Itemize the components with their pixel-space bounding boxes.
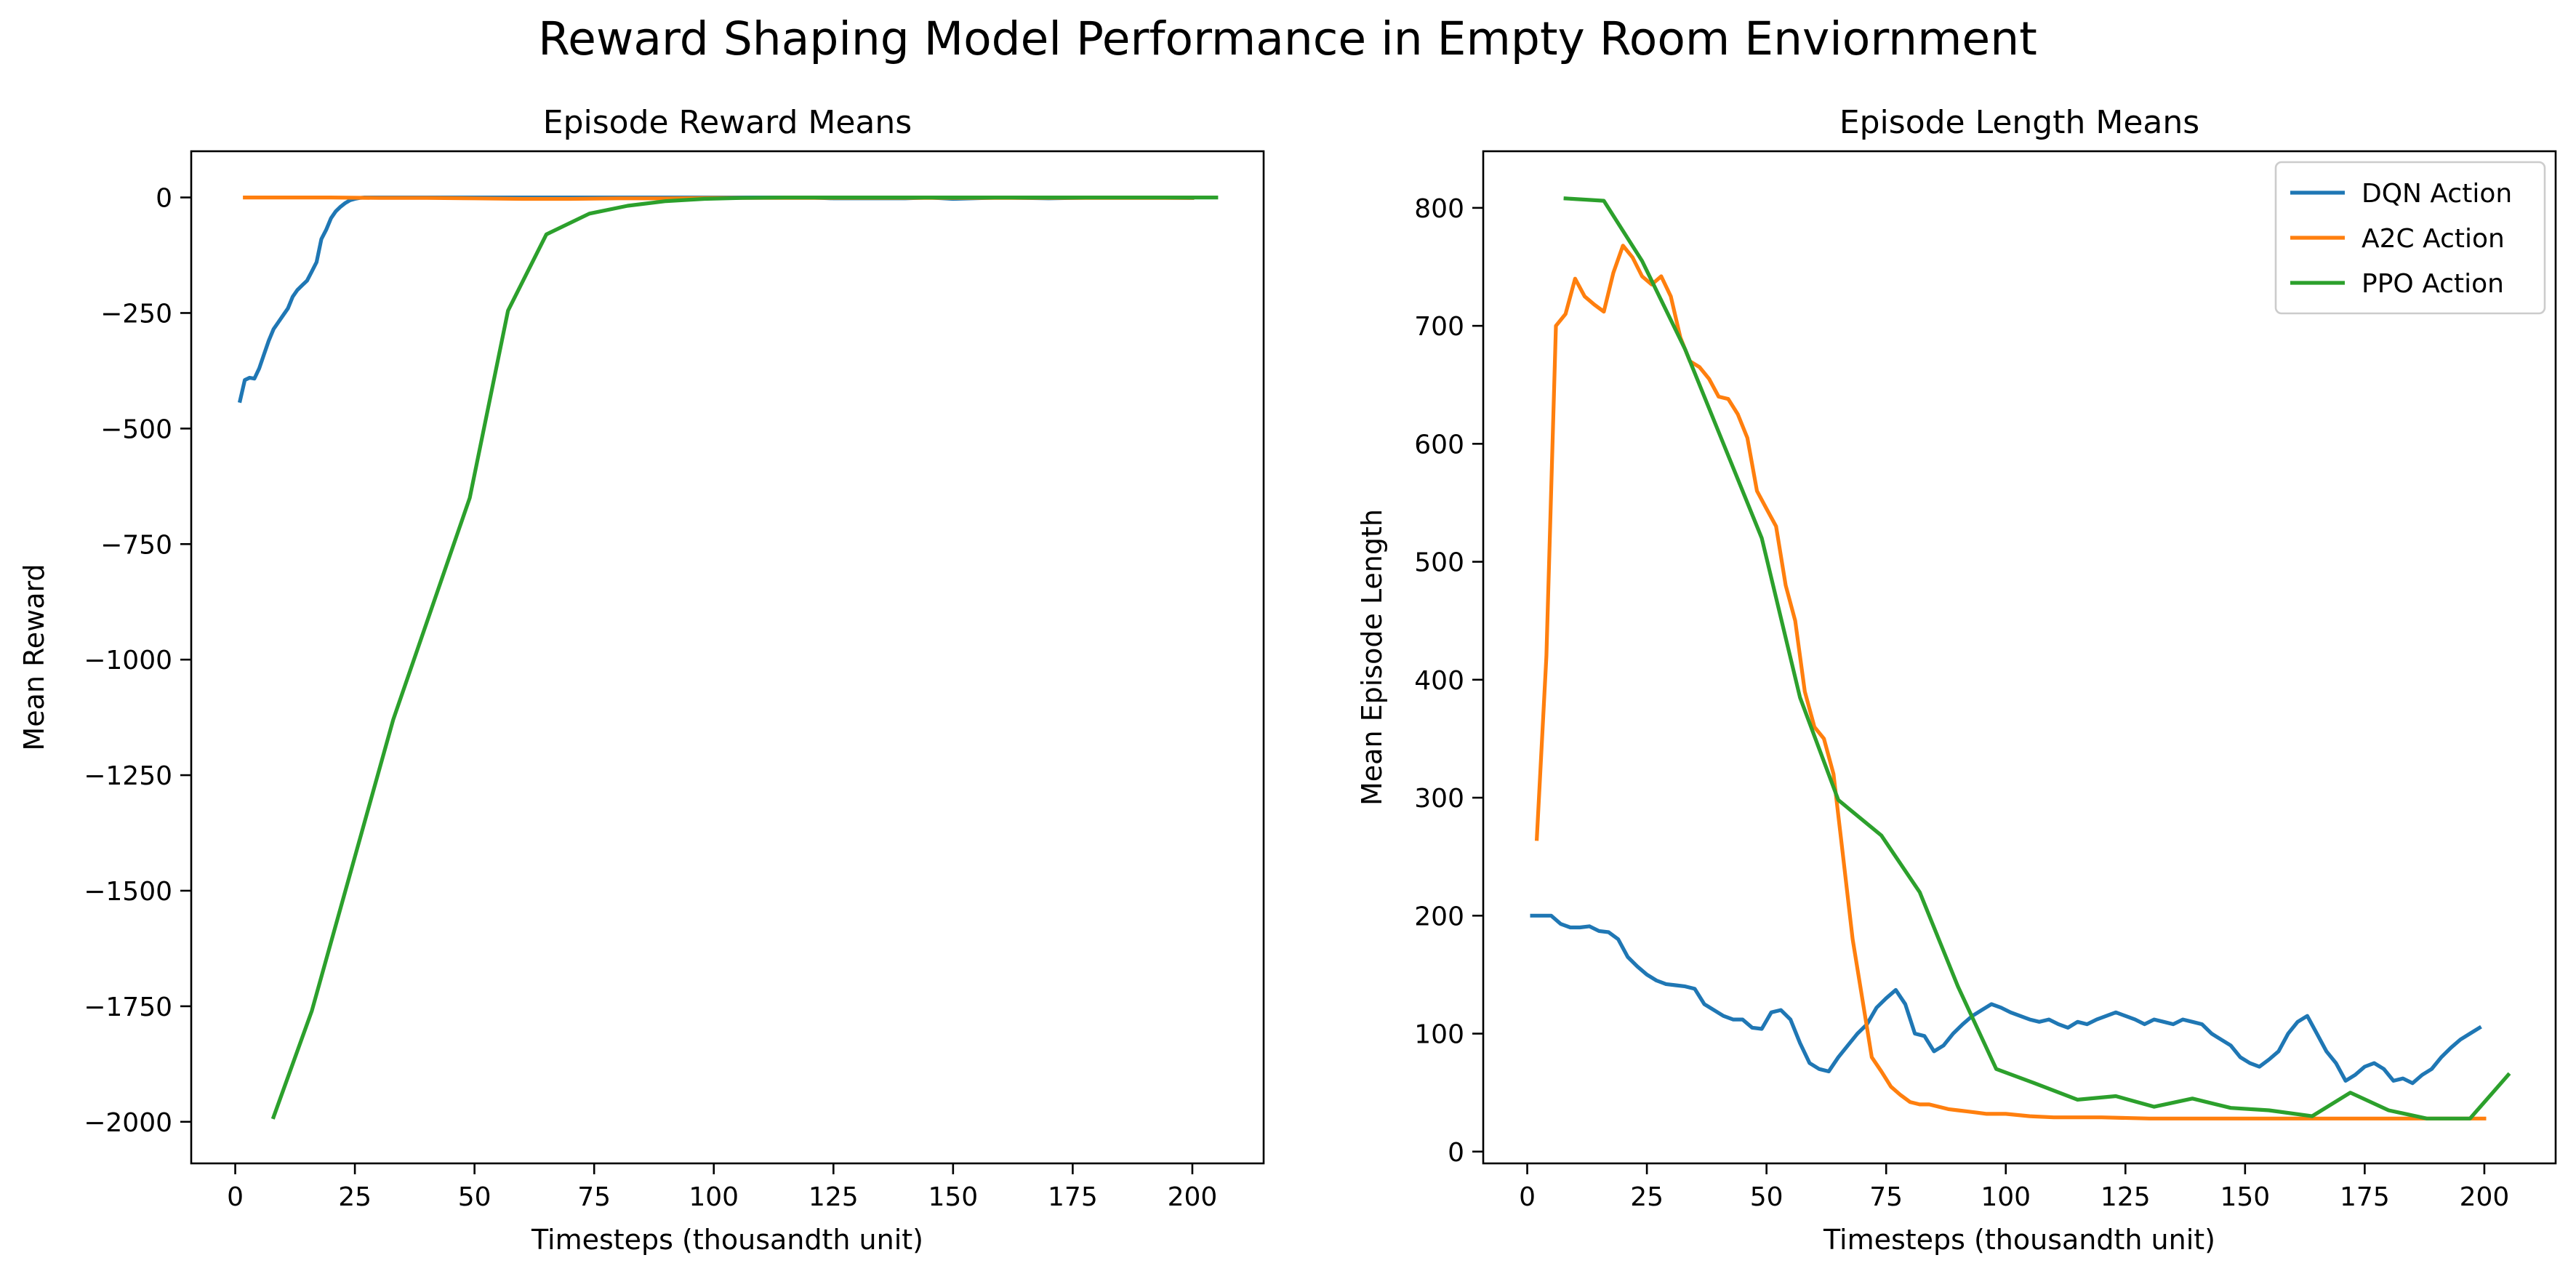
- subplots: Episode Reward Means 0 25 50 75 100 125 150 175 2…: [18, 104, 2557, 1256]
- legend-entry: DQN Action: [2362, 179, 2512, 209]
- x-tick-label: 175: [2340, 1182, 2390, 1212]
- x-tick-label: 100: [1981, 1182, 2031, 1212]
- y-axis-label: Mean Reward: [18, 564, 50, 750]
- x-tick-label: 150: [928, 1182, 978, 1212]
- axes-frame: [190, 150, 1265, 1165]
- axes-frame: [1482, 150, 2557, 1165]
- x-tick-label: 125: [2100, 1182, 2151, 1212]
- x-tick-label: 50: [458, 1182, 491, 1212]
- x-tick-label: 100: [689, 1182, 739, 1212]
- y-tick-label: −500: [100, 414, 172, 444]
- x-tick-label: 125: [808, 1182, 859, 1212]
- x-tick-label: 0: [227, 1182, 244, 1212]
- y-tick-label: −250: [100, 299, 172, 329]
- y-tick-label: −1000: [84, 646, 172, 675]
- y-tick-label: −1250: [84, 761, 172, 791]
- legend-entry: A2C Action: [2362, 224, 2505, 254]
- series-line-dqn-action: [1530, 913, 2482, 1086]
- x-tick-label: 200: [1168, 1182, 1218, 1212]
- y-tick-label: −1750: [84, 993, 172, 1022]
- y-tick-label: 100: [1414, 1020, 1464, 1050]
- legend-entry: PPO Action: [2362, 269, 2504, 299]
- x-tick-label: 175: [1048, 1182, 1098, 1212]
- y-tick-label: 600: [1414, 430, 1464, 460]
- y-tick-label: 300: [1414, 784, 1464, 814]
- y-tick-label: 700: [1414, 312, 1464, 342]
- y-tick-label: 200: [1414, 902, 1464, 931]
- y-tick-label: −1500: [84, 877, 172, 907]
- x-tick-label: 0: [1519, 1182, 1536, 1212]
- x-tick-label: 25: [338, 1182, 372, 1212]
- subplot-2: Episode Length Means 0 25 50 75 100 125 150 175 2…: [1356, 104, 2557, 1256]
- x-tick-label: 25: [1630, 1182, 1664, 1212]
- figure-title: Reward Shaping Model Performance in Empt…: [538, 12, 2037, 65]
- x-tick-label: 75: [1869, 1182, 1903, 1212]
- series-group: [1530, 196, 2511, 1120]
- y-tick-label: 800: [1414, 194, 1464, 224]
- x-tick-label: 50: [1750, 1182, 1783, 1212]
- subplot-title: Episode Reward Means: [543, 104, 912, 141]
- y-tick-label: 0: [1448, 1138, 1464, 1168]
- subplot-1: Episode Reward Means 0 25 50 75 100 125 150 175 2…: [18, 104, 1265, 1256]
- x-tick-label: 200: [2460, 1182, 2510, 1212]
- legend-frame: [2274, 161, 2546, 315]
- y-tick-label: 400: [1414, 666, 1464, 696]
- y-axis-label: Mean Episode Length: [1356, 509, 1388, 806]
- y-tick-label: 0: [156, 184, 172, 214]
- y-tick-label: 500: [1414, 548, 1464, 578]
- x-tick-label: 150: [2220, 1182, 2270, 1212]
- y-tick-label: −750: [100, 530, 172, 560]
- x-axis-label: Timesteps (thousandth unit): [531, 1224, 923, 1256]
- subplot-title: Episode Length Means: [1839, 104, 2199, 141]
- series-line-a2c-action: [1534, 244, 2487, 1120]
- series-line-3: [270, 196, 1219, 1120]
- series-line-1: [237, 196, 1195, 404]
- legend: DQN Action A2C Action PPO Action: [2274, 161, 2546, 315]
- series-line-ppo-action: [1563, 196, 2511, 1120]
- series-group: [237, 196, 1219, 1120]
- y-tick-label: −2000: [84, 1108, 172, 1138]
- x-tick-label: 75: [577, 1182, 611, 1212]
- x-axis-label: Timesteps (thousandth unit): [1823, 1224, 2215, 1256]
